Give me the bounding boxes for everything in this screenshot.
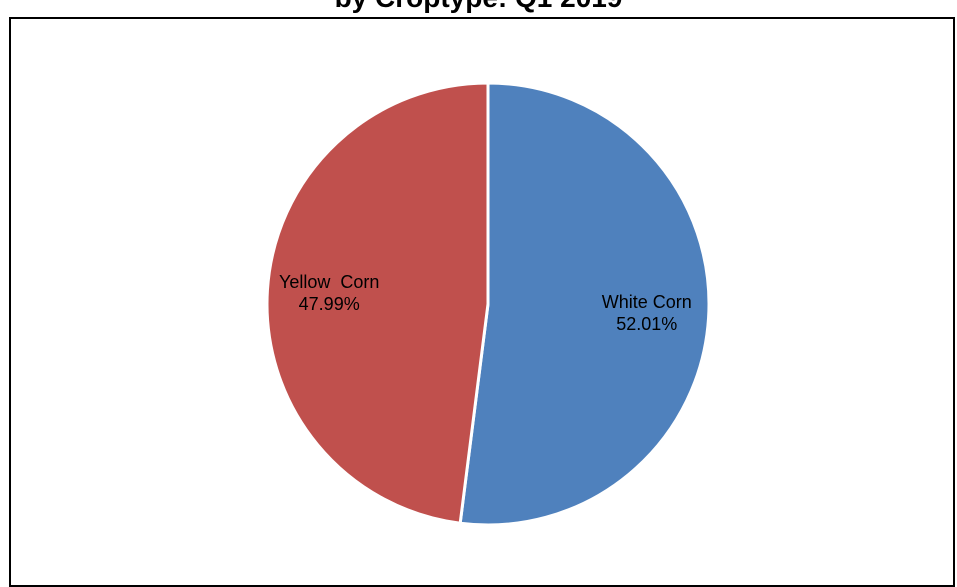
chart-title: by Croptype: Q1 2019 bbox=[0, 0, 957, 13]
pie-slice-white-corn bbox=[458, 81, 711, 527]
pie-slice-yellow-corn bbox=[265, 81, 490, 525]
slice-label-white-corn: White Corn 52.01% bbox=[602, 292, 692, 334]
slice-label-yellow-corn: Yellow Corn 47.99% bbox=[279, 272, 379, 314]
slice-percent-label: 52.01% bbox=[616, 314, 677, 334]
slice-percent-label: 47.99% bbox=[299, 294, 360, 314]
slice-category-label: Yellow Corn bbox=[279, 272, 379, 292]
slice-category-label: White Corn bbox=[602, 292, 692, 312]
